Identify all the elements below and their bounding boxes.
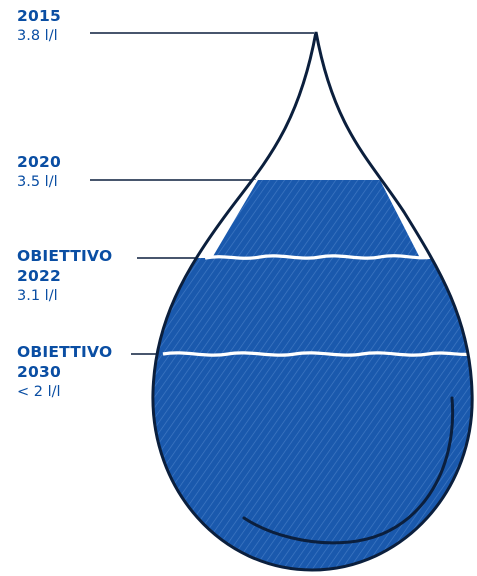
milestone-year: 2015 <box>17 7 61 25</box>
milestone-value: 3.8 l/l <box>17 28 58 44</box>
milestone-year: 2020 <box>17 153 61 171</box>
milestone-2015: 2015 3.8 l/l <box>17 6 61 46</box>
milestone-2030: OBIETTIVO 2030 < 2 l/l <box>17 342 112 402</box>
milestone-value: < 2 l/l <box>17 384 61 400</box>
milestone-prefix: OBIETTIVO <box>17 247 113 265</box>
milestone-year: 2030 <box>17 363 61 381</box>
milestone-year: 2022 <box>17 267 61 285</box>
milestone-value: 3.1 l/l <box>17 288 58 304</box>
water-fill-top-edge <box>212 180 420 258</box>
drop-outline <box>151 31 474 572</box>
separator-2030 <box>162 351 474 357</box>
separator-2022 <box>204 254 433 260</box>
milestone-prefix: OBIETTIVO <box>17 343 113 361</box>
milestone-value: 3.5 l/l <box>17 174 58 190</box>
milestone-2020: 2020 3.5 l/l <box>17 152 61 192</box>
drop-highlight-arc <box>242 396 455 545</box>
milestone-2022: OBIETTIVO 2022 3.1 l/l <box>17 246 112 306</box>
